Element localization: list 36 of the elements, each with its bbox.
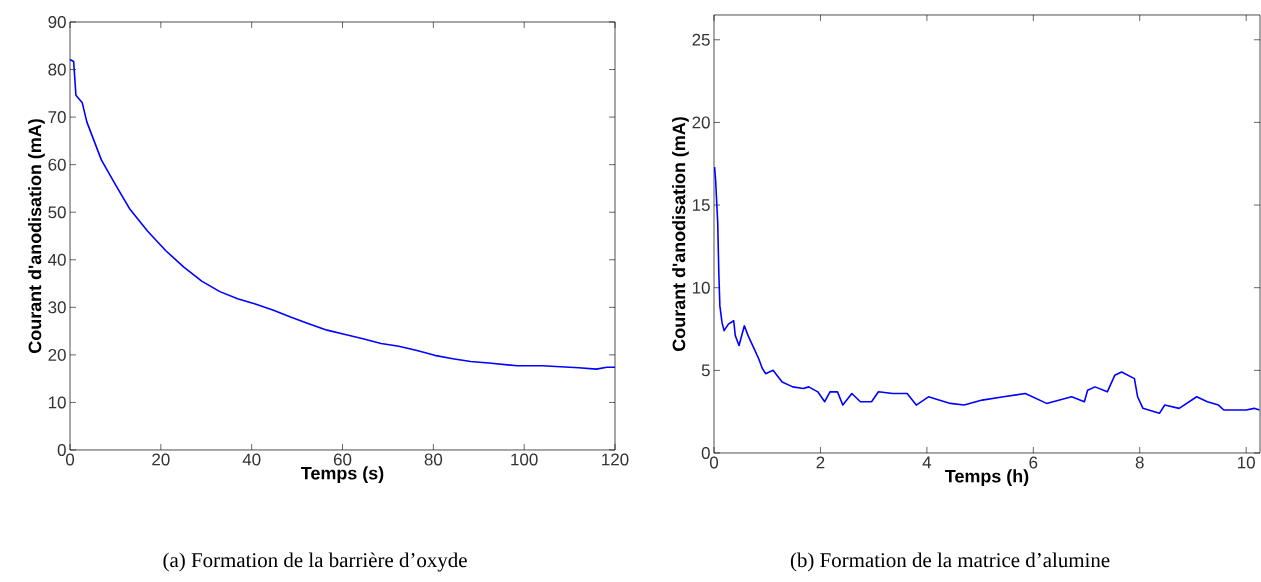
y-tick-label: 70 — [48, 111, 66, 124]
x-tick-label: 100 — [511, 453, 538, 466]
y-tick-label: 50 — [48, 206, 66, 219]
x-tick-label: 20 — [152, 453, 170, 466]
y-tick-label: 20 — [48, 348, 66, 361]
x-tick-label: 8 — [1135, 456, 1144, 469]
y-tick-label: 5 — [701, 364, 710, 377]
line-series — [70, 58, 616, 370]
x-tick-label: 2 — [816, 456, 825, 469]
x-tick-label: 120 — [602, 453, 629, 466]
x-tick-label: 0 — [65, 453, 75, 466]
y-tick-label: 25 — [692, 33, 710, 46]
y-tick-label: 40 — [48, 253, 66, 266]
y-tick-label: 0 — [57, 443, 66, 456]
x-tick-label: 40 — [242, 453, 261, 466]
x-axis-title: Temps (h) — [945, 469, 1029, 487]
y-tick-label: 80 — [48, 63, 66, 76]
y-tick-label: 15 — [692, 199, 710, 211]
x-tick-label: 10 — [1238, 456, 1255, 469]
y-tick-label: 90 — [48, 16, 66, 28]
x-tick-label: 80 — [424, 453, 443, 466]
y-tick-label: 10 — [48, 396, 66, 409]
x-tick-label: 60 — [333, 453, 352, 466]
x-axis-title: Temps (s) — [301, 466, 384, 484]
y-tick-label: 10 — [692, 281, 710, 294]
x-tick-label: 6 — [1029, 456, 1038, 469]
y-tick-label: 60 — [48, 158, 66, 171]
y-axis-title: Courant d'anodisation (mA) — [28, 119, 45, 353]
y-tick-label: 30 — [48, 301, 66, 314]
y-axis-title: Courant d'anodisation (mA) — [672, 117, 689, 351]
text: (b) Formation de la matrice d’alumine — [790, 552, 1110, 572]
x-tick-label: 0 — [709, 456, 719, 469]
y-tick-label: 20 — [692, 116, 710, 129]
text: (a) Formation de la barrière d’oxyde — [163, 552, 467, 572]
x-tick-label: 4 — [922, 456, 932, 469]
line-series — [714, 166, 1261, 415]
